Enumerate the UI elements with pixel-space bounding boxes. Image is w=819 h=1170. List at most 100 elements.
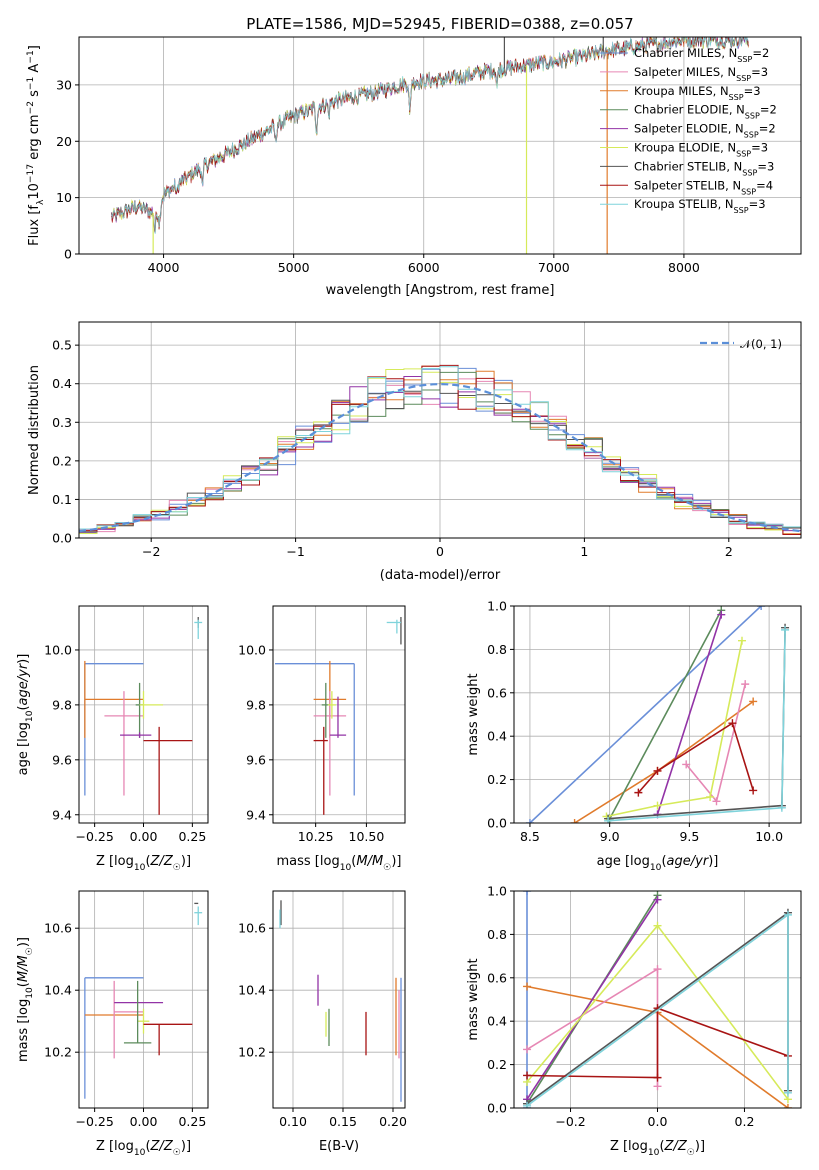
age_vs_Z-ylabel: age [log10(age/yr)] [16,654,35,776]
spectrum-panel: 4000 5000 6000 7000 8000 0 10 20 30 PLATE=1586, M… [26,15,802,298]
legend-label-kroupa-elodie: Kroupa ELODIE, NSSP=3 [634,141,768,159]
legend-label-chabrier-miles: Chabrier MILES, NSSP=2 [634,46,769,64]
mass_vs_ebv-xtick-label: 0.10 [279,1114,307,1129]
legend-label-salpeter-stelib: Salpeter STELIB, NSSP=4 [634,178,773,196]
mass_vs_Z-xtick-label: 0.00 [130,1114,158,1129]
age_vs_Z-ytick-label: 10.0 [44,642,72,657]
mass_weight_vs_age-ytick-label: 0.0 [487,816,507,831]
age_vs_Z-frame [78,605,209,824]
mass_weight_vs_age-plot-area [525,606,790,823]
spectrum-ytick-label: 0 [64,247,72,262]
mw-marker-salpeter-stelib [749,786,758,795]
mass_vs_Z-plot-area [84,902,203,1099]
mw-marker-chabrier-miles [523,891,532,895]
mass_weight_vs_age-panel: 8.5 9.0 9.5 10.0 0.0 0.2 0.4 0.6 0.8 1.0 age [log1… [466,599,802,873]
mass_weight_vs_Z-xlabel: Z [log10(Z/Z☉)] [610,1139,705,1158]
age_vs_Z-panel: −0.25 0.00 0.25 9.4 9.6 9.8 10.0 Z [log10(Z/Z☉)… [16,605,209,873]
residuals-ytick-label: 0.4 [52,376,72,391]
mass_vs_ebv-frame [272,890,406,1109]
mw-marker-salpeter-miles [653,1082,662,1091]
mw-marker-kroupa-elodie [653,921,662,930]
mw-marker-salpeter-elodie [653,895,662,904]
mass_vs_Z-ytick-label: 10.6 [44,921,72,936]
spectrum-title: PLATE=1586, MJD=52945, FIBERID=0388, z=0… [246,15,633,33]
mass_vs_Z-frame [78,890,209,1109]
legend-label-chabrier-stelib: Chabrier STELIB, NSSP=3 [634,159,774,177]
legend-label-salpeter-miles: Salpeter MILES, NSSP=3 [634,65,768,83]
mass_vs_Z-xtick-label: −0.25 [75,1114,113,1129]
mass_weight_vs_Z-ytick-label: 0.0 [487,1101,507,1116]
mw-marker-chabrier-miles [757,606,766,610]
mass_weight_vs_age-xtick-label: 10.0 [755,829,783,844]
residuals-ylabel: Normed distribution [27,365,42,495]
mass_weight_vs_age-xtick-label: 9.0 [600,829,620,844]
age_vs_mass-ytick-label: 9.6 [246,752,266,767]
mass_weight_vs_Z-ytick-label: 0.6 [487,970,507,985]
spectrum-ytick-label: 30 [56,77,72,92]
mw-marker-salpeter-miles [682,760,691,769]
mass_vs_ebv-xtick-label: 0.20 [379,1114,407,1129]
mass_vs_ebv-ytick-label: 10.6 [238,921,266,936]
age_vs_mass-ytick-label: 10.0 [238,642,266,657]
spectrum-ylabel: Flux [fλ10−17 erg cm−2 s−1 A−1] [26,45,46,246]
mw-marker-kroupa-stelib [781,625,790,634]
mw-line-salpeter-elodie [656,614,723,815]
spectrum-ytick-label: 10 [56,190,72,205]
residuals-ytick-label: 0.2 [52,453,72,468]
legend-label-kroupa-stelib: Kroupa STELIB, NSSP=3 [634,197,766,215]
residuals-xtick-label: 1 [580,544,588,559]
mass_vs_Z-panel: −0.25 0.00 0.25 10.2 10.4 10.6 Z [log10(Z/Z☉)]… [16,890,209,1158]
age_vs_Z-xtick-label: −0.25 [75,829,113,844]
mw-marker-kroupa-stelib [783,910,792,919]
mass_weight_vs_age-ytick-label: 1.0 [487,599,507,614]
legend-label-chabrier-elodie: Chabrier ELODIE, NSSP=2 [634,103,777,121]
mass_vs_Z-ytick-label: 10.2 [44,1045,72,1060]
mass_vs_ebv-xtick-label: 0.15 [329,1114,357,1129]
residuals-ytick-label: 0.0 [52,531,72,546]
age_vs_Z-xlabel: Z [log10(Z/Z☉)] [96,854,191,873]
mass_weight_vs_Z-ytick-label: 1.0 [487,884,507,899]
mw-marker-salpeter-stelib [653,1073,662,1082]
mw-marker-kroupa-elodie [653,801,662,810]
gauss-curve [79,382,801,533]
mw-marker-salpeter-stelib [728,719,737,728]
residuals-xtick-label: −1 [286,544,304,559]
spectrum-xlabel: wavelength [Angstrom, rest frame] [326,283,555,298]
mass_weight_vs_age-ytick-label: 0.8 [487,642,507,657]
mass_weight_vs_age-ytick-label: 0.2 [487,772,507,787]
age_vs_mass-xlabel: mass [log10(M/M☉)] [277,854,402,873]
age_vs_Z-ytick-label: 9.4 [52,807,72,822]
mass_weight_vs_Z-ytick-label: 0.4 [487,1014,507,1029]
mw-marker-kroupa-elodie [706,792,715,801]
age_vs_mass-plot-area [275,616,402,815]
residuals-xtick-label: 0 [436,544,444,559]
mass_weight_vs_Z-plot-area [523,891,792,1108]
mass_vs_ebv-xlabel: E(B-V) [319,1139,359,1154]
residuals-panel: −2 −1 0 1 2 0.0 0.1 0.2 0.3 0.4 0.5 (data-model)/er… [27,321,802,583]
gauss-legend-label: 𝒩(0, 1) [740,337,782,351]
residuals-xlabel: (data-model)/error [380,568,501,583]
mass_vs_ebv-panel: 0.10 0.15 0.20 10.2 10.4 10.6 E(B-V) [238,890,407,1154]
mw-marker-kroupa-miles [570,819,579,823]
age_vs_mass-frame [272,605,406,824]
spectrum-xtick-label: 7000 [538,260,570,275]
mw-marker-salpeter-stelib [523,1071,532,1080]
residuals-ytick-label: 0.5 [52,338,72,353]
mw-marker-salpeter-miles [741,680,750,689]
spectrum-frame [78,36,802,255]
mw-line-chabrier-elodie [608,609,723,820]
residuals-plot-area [79,364,801,535]
age_vs_mass-xtick-label: 10.50 [349,829,385,844]
mass_vs_Z-xlabel: Z [log10(Z/Z☉)] [96,1139,191,1158]
mass_weight_vs_Z-ytick-label: 0.8 [487,927,507,942]
spectrum-ytick-label: 20 [56,134,72,149]
age_vs_Z-ytick-label: 9.6 [52,752,72,767]
mass_weight_vs_age-ylabel: mass weight [466,673,481,755]
mw-line-salpeter-stelib [637,721,754,794]
spectrum-xtick-label: 8000 [668,260,700,275]
mw-marker-salpeter-elodie [717,610,726,619]
age_vs_mass-ytick-label: 9.8 [246,697,266,712]
age_vs_Z-xtick-label: 0.00 [130,829,158,844]
mw-marker-kroupa-miles [749,697,758,706]
